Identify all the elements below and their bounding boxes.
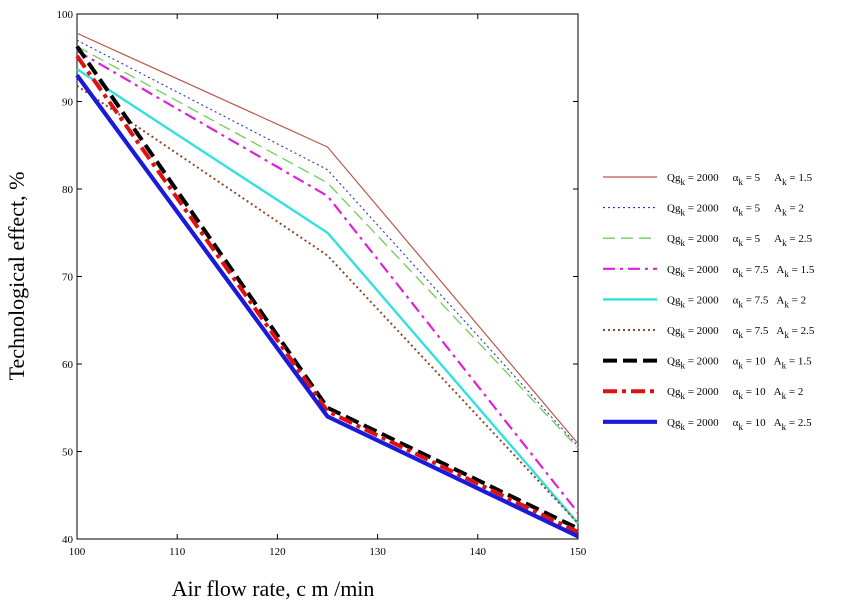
axis-tick-labels: 100 110 120 130 140 150 40 50 60 70 80 90 100 [57,9,587,558]
y-axis-title: Technological effect, % [4,172,29,381]
series-line-1 [76,32,579,445]
y-tick-label: 60 [62,359,74,371]
legend-entry-7: Qgk = 2000 αk = 10 Ak = 1.5 [667,356,812,371]
x-tick-label: 110 [169,546,186,558]
x-tick-label: 150 [570,546,587,558]
series-line-3 [76,45,579,449]
series-line-9 [75,74,579,539]
x-tick-label: 120 [269,546,286,558]
y-tick-label: 50 [62,447,74,459]
y-tick-label: 100 [57,9,74,21]
series-line-7 [75,45,579,531]
series-layer [75,32,579,539]
legend-entry-3: Qgk = 2000 αk = 5 Ak = 2.5 [667,233,813,248]
legend: Qgk = 2000 αk = 5 Ak = 1.5 Qgk = 2000 αk = 5… [603,172,815,432]
legend-entry-8: Qgk = 2000 αk = 10 Ak = 2 [667,386,803,401]
x-tick-label: 130 [369,546,386,558]
series-line-8 [75,54,579,534]
x-tick-label: 100 [69,546,86,558]
axis-ticks [76,13,579,540]
series-line-2 [76,39,579,447]
legend-entry-2: Qgk = 2000 αk = 5 Ak = 2 [667,203,804,218]
legend-entry-9: Qgk = 2000 αk = 10 Ak = 2.5 [667,417,812,432]
y-tick-label: 90 [62,97,74,109]
y-tick-label: 40 [62,534,74,546]
series-line-6 [76,84,579,524]
y-tick-label: 80 [62,184,74,196]
plot-frame [76,13,579,540]
legend-entry-6: Qgk = 2000 αk = 7.5 Ak = 2.5 [667,325,815,340]
legend-entry-5: Qgk = 2000 αk = 7.5 Ak = 2 [667,294,806,309]
series-line-4 [76,49,579,514]
y-tick-label: 70 [62,272,74,284]
legend-entry-1: Qgk = 2000 αk = 5 Ak = 1.5 [667,172,813,187]
legend-entry-4: Qgk = 2000 αk = 7.5 Ak = 1.5 [667,264,815,279]
x-axis-title: Air flow rate, c m /min [172,576,375,601]
x-tick-label: 140 [470,546,487,558]
series-line-5 [76,68,579,525]
